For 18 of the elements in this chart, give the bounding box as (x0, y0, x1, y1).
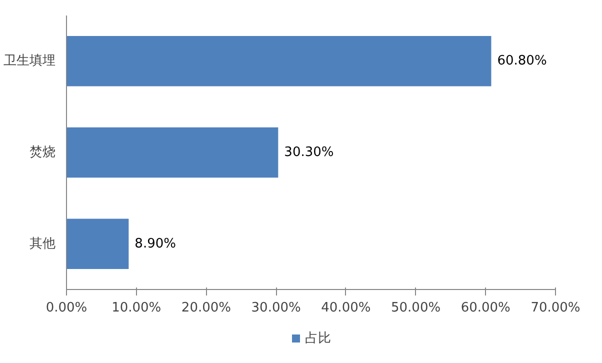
data-label: 8.90% (134, 236, 176, 252)
x-tick-label: 50.00% (391, 300, 441, 316)
x-tick-label: 0.00% (46, 300, 88, 316)
bar (66, 218, 129, 269)
y-tick-label: 卫生填埋 (4, 54, 56, 69)
legend-label: 占比 (305, 330, 331, 347)
x-tick-label: 10.00% (112, 300, 162, 316)
y-tick-label: 其他 (30, 236, 56, 252)
x-tick-label: 30.00% (251, 300, 301, 316)
bar (66, 127, 278, 178)
data-label: 30.30% (284, 145, 334, 160)
x-tick-label: 70.00% (530, 300, 580, 316)
data-label: 60.80% (497, 54, 547, 69)
x-tick-label: 40.00% (321, 300, 371, 316)
x-tick-label: 60.00% (460, 300, 510, 316)
y-tick-label: 焚烧 (30, 145, 56, 160)
x-tick-label: 20.00% (181, 300, 232, 316)
bar (66, 36, 492, 86)
